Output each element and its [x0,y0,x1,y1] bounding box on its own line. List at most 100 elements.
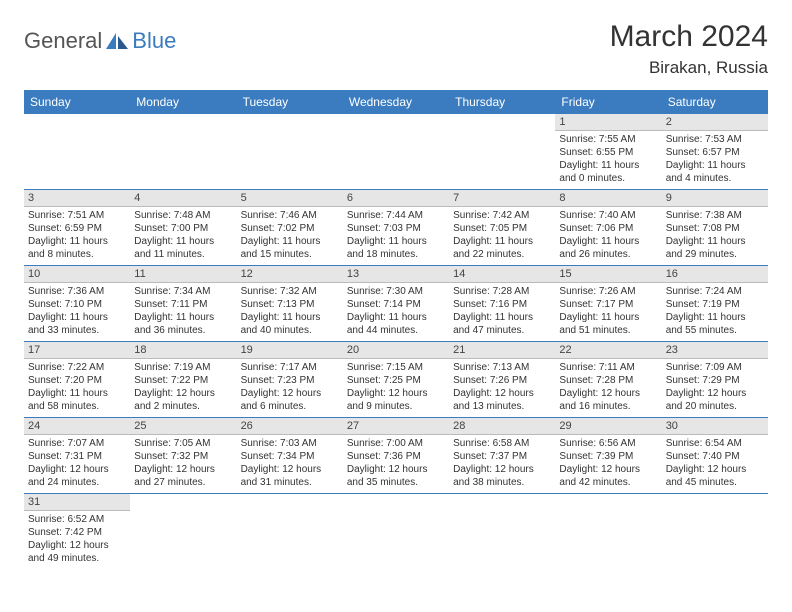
day-line: Sunrise: 7:26 AM [559,285,657,298]
day-header: Friday [555,90,661,114]
day-line: Daylight: 11 hours [666,311,764,324]
day-line: Sunrise: 7:46 AM [241,209,339,222]
day-line: Sunrise: 7:17 AM [241,361,339,374]
day-cell: 12Sunrise: 7:32 AMSunset: 7:13 PMDayligh… [237,266,343,342]
day-line: Sunrise: 7:09 AM [666,361,764,374]
day-number: 7 [449,190,555,207]
day-line: Sunset: 7:02 PM [241,222,339,235]
day-body: Sunrise: 6:58 AMSunset: 7:37 PMDaylight:… [449,435,555,493]
day-line: and 15 minutes. [241,248,339,261]
day-cell [343,114,449,190]
day-line: Daylight: 12 hours [666,387,764,400]
day-line: and 4 minutes. [666,172,764,185]
day-header: Tuesday [237,90,343,114]
day-line: Daylight: 12 hours [559,463,657,476]
day-number: 22 [555,342,661,359]
day-cell: 15Sunrise: 7:26 AMSunset: 7:17 PMDayligh… [555,266,661,342]
day-line: Sunset: 7:31 PM [28,450,126,463]
day-cell: 23Sunrise: 7:09 AMSunset: 7:29 PMDayligh… [662,342,768,418]
day-line: Sunset: 7:19 PM [666,298,764,311]
day-line: Sunset: 7:36 PM [347,450,445,463]
day-body: Sunrise: 7:26 AMSunset: 7:17 PMDaylight:… [555,283,661,341]
day-line: Sunset: 7:11 PM [134,298,232,311]
day-body: Sunrise: 7:09 AMSunset: 7:29 PMDaylight:… [662,359,768,417]
day-body: Sunrise: 7:51 AMSunset: 6:59 PMDaylight:… [24,207,130,265]
week-row: 10Sunrise: 7:36 AMSunset: 7:10 PMDayligh… [24,266,768,342]
day-number: 21 [449,342,555,359]
day-line: Sunrise: 7:28 AM [453,285,551,298]
day-cell: 24Sunrise: 7:07 AMSunset: 7:31 PMDayligh… [24,418,130,494]
day-number: 9 [662,190,768,207]
day-cell: 13Sunrise: 7:30 AMSunset: 7:14 PMDayligh… [343,266,449,342]
day-line: and 31 minutes. [241,476,339,489]
day-header: Thursday [449,90,555,114]
day-line: Daylight: 11 hours [134,235,232,248]
day-body: Sunrise: 7:19 AMSunset: 7:22 PMDaylight:… [130,359,236,417]
day-body: Sunrise: 7:05 AMSunset: 7:32 PMDaylight:… [130,435,236,493]
day-cell: 18Sunrise: 7:19 AMSunset: 7:22 PMDayligh… [130,342,236,418]
day-cell: 31Sunrise: 6:52 AMSunset: 7:42 PMDayligh… [24,494,130,570]
week-row: 17Sunrise: 7:22 AMSunset: 7:20 PMDayligh… [24,342,768,418]
day-line: and 40 minutes. [241,324,339,337]
day-body: Sunrise: 7:30 AMSunset: 7:14 PMDaylight:… [343,283,449,341]
day-line: Daylight: 12 hours [28,463,126,476]
title-block: March 2024 Birakan, Russia [610,20,768,78]
day-line: and 51 minutes. [559,324,657,337]
day-line: Daylight: 11 hours [453,235,551,248]
day-cell: 17Sunrise: 7:22 AMSunset: 7:20 PMDayligh… [24,342,130,418]
day-line: Sunset: 7:34 PM [241,450,339,463]
day-body: Sunrise: 7:15 AMSunset: 7:25 PMDaylight:… [343,359,449,417]
day-body: Sunrise: 7:55 AMSunset: 6:55 PMDaylight:… [555,131,661,189]
day-number: 13 [343,266,449,283]
day-line: Daylight: 12 hours [347,387,445,400]
day-line: Sunset: 7:03 PM [347,222,445,235]
day-line: Sunrise: 7:00 AM [347,437,445,450]
day-line: Sunset: 7:08 PM [666,222,764,235]
day-cell: 10Sunrise: 7:36 AMSunset: 7:10 PMDayligh… [24,266,130,342]
day-line: Sunset: 7:40 PM [666,450,764,463]
day-line: Sunrise: 7:07 AM [28,437,126,450]
day-line: Sunset: 7:26 PM [453,374,551,387]
day-line: Sunset: 7:25 PM [347,374,445,387]
day-line: Sunset: 7:23 PM [241,374,339,387]
day-body: Sunrise: 7:40 AMSunset: 7:06 PMDaylight:… [555,207,661,265]
day-cell: 27Sunrise: 7:00 AMSunset: 7:36 PMDayligh… [343,418,449,494]
day-line: and 27 minutes. [134,476,232,489]
day-body: Sunrise: 7:53 AMSunset: 6:57 PMDaylight:… [662,131,768,189]
day-line: and 16 minutes. [559,400,657,413]
day-cell: 28Sunrise: 6:58 AMSunset: 7:37 PMDayligh… [449,418,555,494]
day-line: Sunset: 7:16 PM [453,298,551,311]
day-number: 28 [449,418,555,435]
day-header: Sunday [24,90,130,114]
day-number: 6 [343,190,449,207]
day-cell: 6Sunrise: 7:44 AMSunset: 7:03 PMDaylight… [343,190,449,266]
day-line: Daylight: 11 hours [28,387,126,400]
logo: General Blue [24,28,176,54]
day-body: Sunrise: 7:38 AMSunset: 7:08 PMDaylight:… [662,207,768,265]
day-line: and 58 minutes. [28,400,126,413]
day-body: Sunrise: 7:28 AMSunset: 7:16 PMDaylight:… [449,283,555,341]
day-line: Sunrise: 7:34 AM [134,285,232,298]
day-number: 10 [24,266,130,283]
day-cell: 25Sunrise: 7:05 AMSunset: 7:32 PMDayligh… [130,418,236,494]
day-line: Sunset: 7:13 PM [241,298,339,311]
day-cell [237,114,343,190]
day-line: Sunset: 7:10 PM [28,298,126,311]
day-line: Daylight: 11 hours [241,311,339,324]
day-body: Sunrise: 6:52 AMSunset: 7:42 PMDaylight:… [24,511,130,569]
day-body: Sunrise: 7:24 AMSunset: 7:19 PMDaylight:… [662,283,768,341]
day-line: and 8 minutes. [28,248,126,261]
day-line: Sunrise: 7:05 AM [134,437,232,450]
day-line: and 18 minutes. [347,248,445,261]
location: Birakan, Russia [610,58,768,78]
day-line: and 6 minutes. [241,400,339,413]
day-number: 20 [343,342,449,359]
day-line: and 55 minutes. [666,324,764,337]
day-line: Sunrise: 7:40 AM [559,209,657,222]
day-line: and 35 minutes. [347,476,445,489]
day-body: Sunrise: 7:44 AMSunset: 7:03 PMDaylight:… [343,207,449,265]
day-body: Sunrise: 7:48 AMSunset: 7:00 PMDaylight:… [130,207,236,265]
day-cell: 2Sunrise: 7:53 AMSunset: 6:57 PMDaylight… [662,114,768,190]
day-line: Sunrise: 6:58 AM [453,437,551,450]
day-line: Sunrise: 7:44 AM [347,209,445,222]
